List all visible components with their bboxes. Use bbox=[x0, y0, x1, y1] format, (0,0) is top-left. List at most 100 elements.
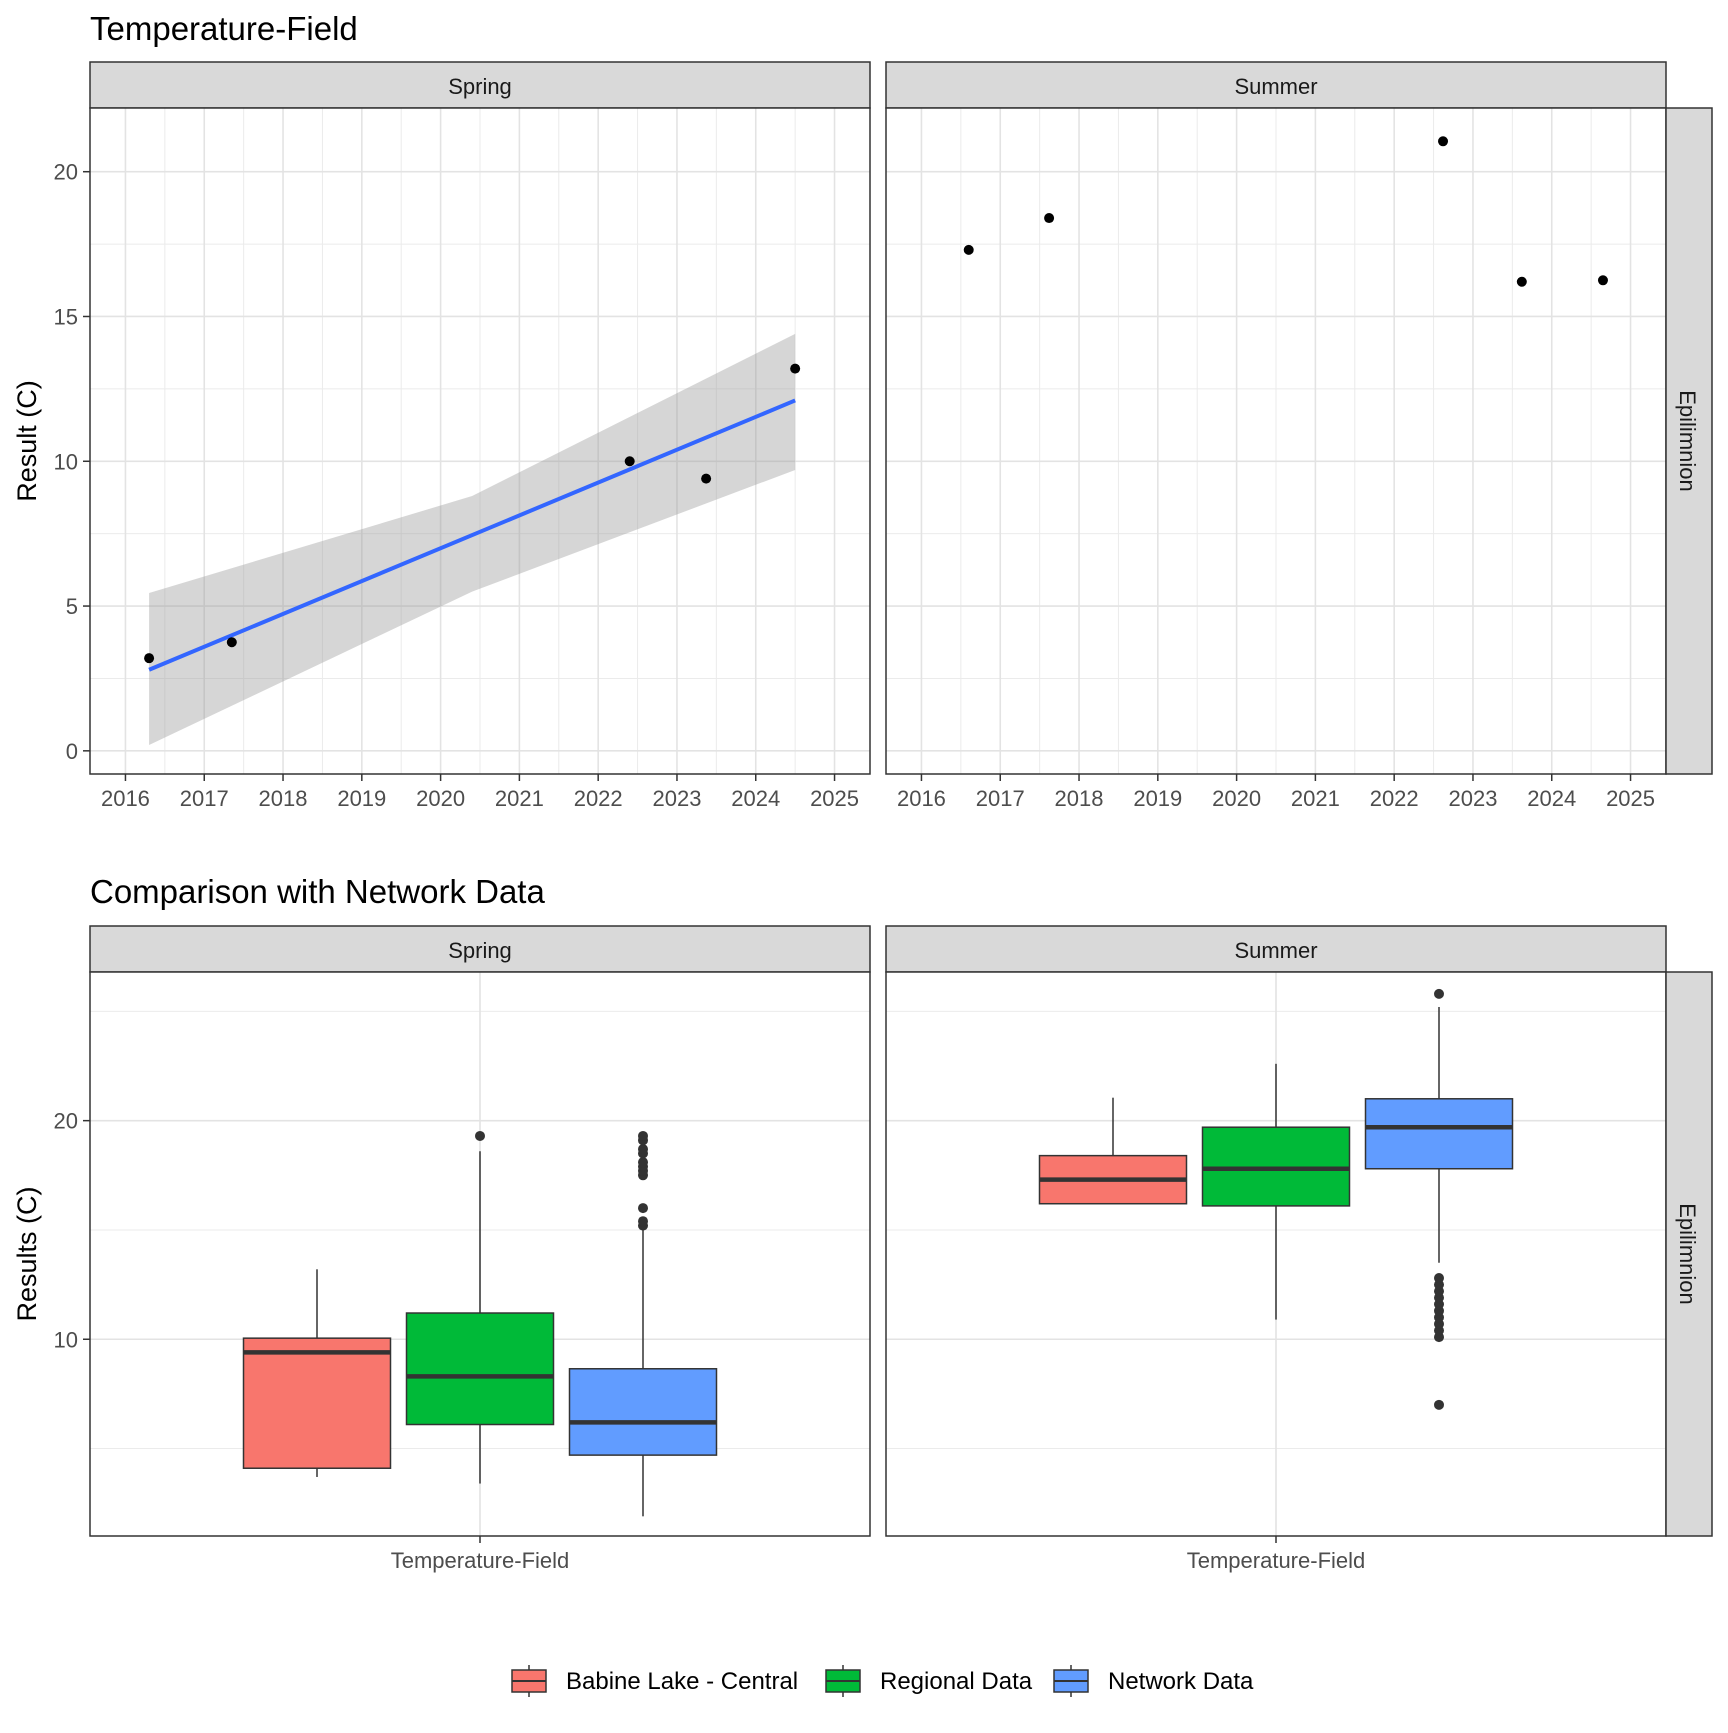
y-tick-label: 5 bbox=[66, 594, 78, 619]
data-point bbox=[1516, 276, 1527, 287]
data-point bbox=[624, 456, 635, 467]
data-point bbox=[701, 473, 712, 484]
y-tick-label: 10 bbox=[54, 449, 78, 474]
boxplot-babine-lake-central bbox=[1038, 1097, 1188, 1205]
x-tick-label: 2017 bbox=[180, 786, 229, 811]
chart1-summer-points bbox=[963, 136, 1608, 287]
chart2-strip-summer bbox=[885, 925, 1667, 973]
boxplot-network-data bbox=[1364, 988, 1514, 1410]
x-tick-label: 2020 bbox=[1212, 786, 1261, 811]
x-tick-label: 2024 bbox=[731, 786, 780, 811]
chart1-y-axis-title: Result (C) bbox=[12, 380, 42, 502]
x-tick-label: 2022 bbox=[574, 786, 623, 811]
legend-item-regional: Regional Data bbox=[825, 1665, 1033, 1697]
x-tick-label: 2023 bbox=[1448, 786, 1497, 811]
chart2-spring-x-tick-label: Temperature-Field bbox=[391, 1548, 570, 1573]
chart1-confidence-ribbon bbox=[149, 333, 796, 746]
boxplot-regional-data bbox=[1201, 1063, 1351, 1320]
box bbox=[1364, 1098, 1514, 1170]
chart2-panel-summer: Summer Temperature-Field bbox=[885, 925, 1667, 1573]
x-tick-label: 2018 bbox=[1055, 786, 1104, 811]
chart2-strip-spring bbox=[89, 925, 871, 973]
data-point bbox=[963, 244, 974, 255]
x-tick-label: 2025 bbox=[1606, 786, 1655, 811]
x-tick-label: 2016 bbox=[897, 786, 946, 811]
outlier-point bbox=[1434, 988, 1444, 999]
box bbox=[405, 1312, 555, 1426]
x-tick-label: 2018 bbox=[259, 786, 308, 811]
chart1-summer-grid bbox=[886, 108, 1666, 774]
data-point bbox=[226, 637, 237, 648]
y-tick-label: 10 bbox=[54, 1327, 78, 1352]
chart2-summer-x-tick-label: Temperature-Field bbox=[1187, 1548, 1366, 1573]
x-tick-label: 2016 bbox=[101, 786, 150, 811]
legend-label-babine: Babine Lake - Central bbox=[566, 1668, 798, 1695]
outlier-point bbox=[1434, 1399, 1444, 1410]
y-tick-label: 20 bbox=[54, 160, 78, 185]
x-tick-label: 2024 bbox=[1527, 786, 1576, 811]
chart2-strip-spring-label: Spring bbox=[448, 938, 512, 963]
chart1-summer-x-axis: 2016 2017 2018 2019 2020 2021 2022 2023 2024 2025 bbox=[897, 774, 1655, 811]
x-tick-label: 2020 bbox=[416, 786, 465, 811]
boxplot-network-data bbox=[568, 1130, 718, 1517]
chart1-strip-summer bbox=[885, 61, 1667, 109]
outlier-point bbox=[638, 1157, 648, 1168]
boxplot-regional-data bbox=[405, 1130, 555, 1484]
legend-label-network: Network Data bbox=[1108, 1668, 1254, 1695]
y-tick-label: 15 bbox=[54, 304, 78, 329]
chart1-spring-x-axis: 2016 2017 2018 2019 2020 2021 2022 2023 2024 2025 bbox=[101, 774, 859, 811]
chart1-y-axis: 0 5 10 15 20 bbox=[54, 160, 90, 764]
x-tick-label: 2021 bbox=[1291, 786, 1340, 811]
y-tick-label: 0 bbox=[66, 739, 78, 764]
chart1-strip-spring bbox=[89, 61, 871, 109]
chart1-strip-summer-label: Summer bbox=[1234, 74, 1317, 99]
legend-item-network: Network Data bbox=[1053, 1665, 1254, 1697]
chart2-spring-boxes bbox=[242, 1130, 718, 1517]
x-tick-label: 2023 bbox=[652, 786, 701, 811]
legend: Babine Lake - Central Regional Data Netw… bbox=[511, 1665, 1254, 1697]
y-tick-label: 20 bbox=[54, 1109, 78, 1134]
chart2-row-strip bbox=[1665, 971, 1713, 1537]
x-tick-label: 2017 bbox=[976, 786, 1025, 811]
data-point bbox=[1044, 213, 1055, 224]
data-point bbox=[790, 363, 801, 374]
x-tick-label: 2019 bbox=[337, 786, 386, 811]
chart1-spring-panel-border bbox=[89, 107, 871, 775]
data-point bbox=[1438, 136, 1449, 147]
outlier-point bbox=[475, 1130, 485, 1141]
chart2-panel-spring: Spring Temperature-Field bbox=[89, 925, 871, 1573]
x-tick-label: 2021 bbox=[495, 786, 544, 811]
outlier-point bbox=[638, 1130, 648, 1141]
chart2-title: Comparison with Network Data bbox=[90, 873, 545, 910]
chart1-trend-line bbox=[148, 398, 796, 672]
chart2-strip-summer-label: Summer bbox=[1234, 938, 1317, 963]
chart2-y-axis: 10 20 bbox=[54, 1109, 90, 1352]
chart2-row-strip-label: Epilimnion bbox=[1675, 1203, 1700, 1305]
outlier-point bbox=[638, 1144, 648, 1155]
chart1-strip-spring-label: Spring bbox=[448, 74, 512, 99]
outlier-point bbox=[638, 1216, 648, 1227]
chart1-panel-summer: Summer 2016 2017 2018 2019 2020 2021 2022 2023 2… bbox=[885, 61, 1667, 811]
data-point bbox=[144, 653, 155, 664]
x-tick-label: 2025 bbox=[810, 786, 859, 811]
legend-item-babine: Babine Lake - Central bbox=[511, 1665, 798, 1697]
chart2-summer-boxes bbox=[1038, 988, 1514, 1410]
outlier-point bbox=[638, 1203, 648, 1214]
x-tick-label: 2019 bbox=[1133, 786, 1182, 811]
chart1-title: Temperature-Field bbox=[90, 10, 358, 47]
x-tick-label: 2022 bbox=[1370, 786, 1419, 811]
chart1-panel-spring: Spring 2016 2017 2018 2019 2020 2021 2022 2023 2… bbox=[89, 61, 871, 811]
box bbox=[242, 1337, 392, 1469]
outlier-point bbox=[1434, 1273, 1444, 1284]
chart1-row-strip-label: Epilimnion bbox=[1675, 390, 1700, 492]
chart1-spring-points bbox=[144, 363, 801, 664]
box bbox=[568, 1368, 718, 1456]
chart2-y-axis-title: Results (C) bbox=[12, 1186, 42, 1321]
data-point bbox=[1597, 275, 1608, 286]
boxplot-babine-lake-central bbox=[242, 1269, 392, 1477]
chart1-spring-grid bbox=[90, 108, 870, 774]
chart1-row-strip bbox=[1665, 107, 1713, 775]
legend-label-regional: Regional Data bbox=[880, 1668, 1033, 1695]
